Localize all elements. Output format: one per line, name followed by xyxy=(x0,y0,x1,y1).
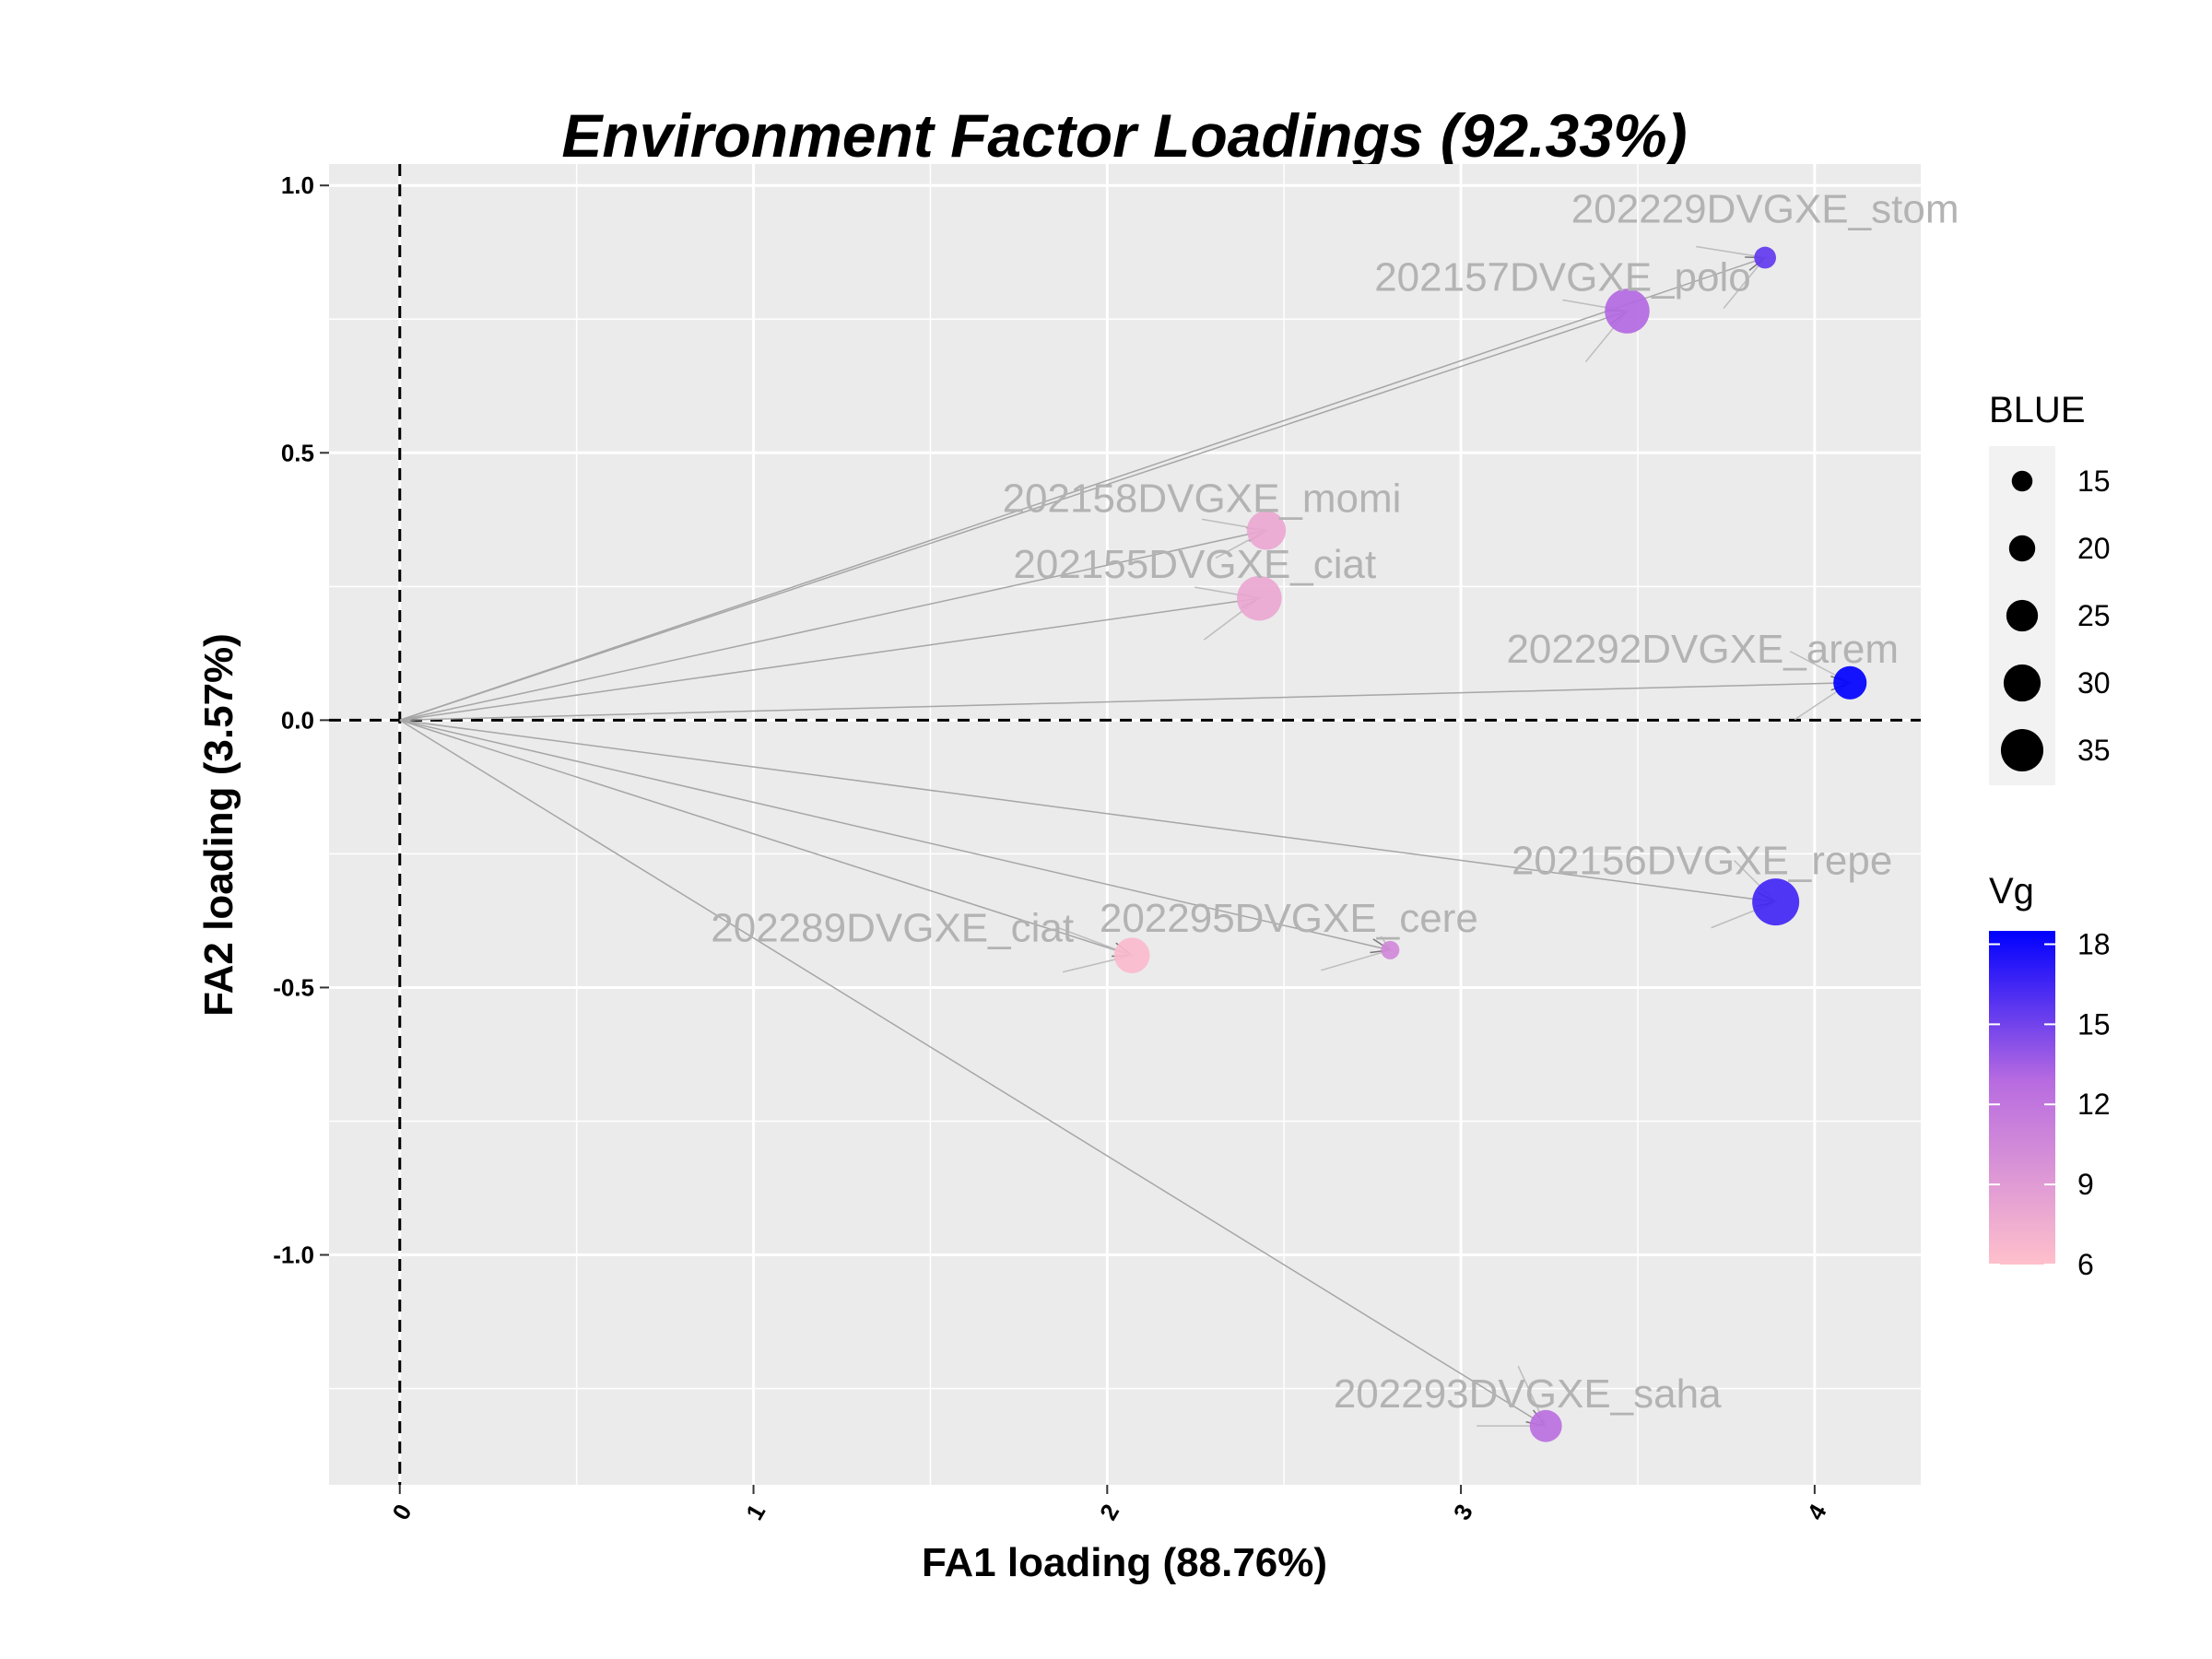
x-tick-label: 2 xyxy=(1094,1500,1124,1525)
loading-points xyxy=(1113,246,1867,1442)
x-axis-ticks: 0 1 2 3 4 xyxy=(386,1485,1832,1524)
x-axis-title: FA1 loading (88.76%) xyxy=(922,1540,1327,1585)
x-tick-label: 0 xyxy=(386,1500,417,1525)
size-legend-label: 35 xyxy=(2077,734,2111,767)
loading-point xyxy=(1752,878,1800,926)
loading-arrow xyxy=(399,719,1547,1427)
size-legend-label: 20 xyxy=(2077,532,2111,565)
y-tick-label: 0.5 xyxy=(281,439,314,466)
point-label: 202158DVGXE_momi xyxy=(1003,476,1402,521)
y-tick-label: -1.0 xyxy=(273,1241,314,1269)
x-tick-label: 4 xyxy=(1801,1499,1831,1524)
loading-arrow xyxy=(399,682,1851,722)
label-leader xyxy=(1321,949,1391,971)
loading-arrow xyxy=(399,529,1267,722)
size-legend: BLUE 15 20 25 30 35 xyxy=(1989,390,2111,785)
color-legend-label: 15 xyxy=(2077,1007,2111,1041)
loading-arrow xyxy=(399,310,1628,722)
label-leader xyxy=(1696,245,1766,259)
x-tick-label: 1 xyxy=(740,1500,771,1525)
x-tick-label: 3 xyxy=(1448,1500,1478,1525)
loading-point xyxy=(1381,940,1400,959)
y-tick-label: 0.0 xyxy=(281,706,314,734)
point-label: 202292DVGXE_arem xyxy=(1506,627,1899,672)
loading-point xyxy=(1833,665,1867,700)
color-legend-label: 18 xyxy=(2077,927,2111,960)
loading-arrow xyxy=(399,719,1391,951)
loading-point xyxy=(1237,575,1282,621)
point-label: 202155DVGXE_ciat xyxy=(1013,542,1376,587)
point-label: 202156DVGXE_repe xyxy=(1512,839,1892,884)
color-legend-bar xyxy=(1989,931,2055,1265)
color-legend-title: Vg xyxy=(1989,871,2034,912)
y-axis-ticks: 1.0 0.5 0.0 -0.5 -1.0 xyxy=(273,171,329,1269)
size-legend-key xyxy=(2000,728,2044,772)
y-tick-label: 1.0 xyxy=(281,171,314,199)
color-legend-label: 12 xyxy=(2077,1088,2111,1121)
color-legend-label: 6 xyxy=(2077,1248,2094,1281)
point-label: 202229DVGXE_stom xyxy=(1571,187,1959,232)
point-label: 202295DVGXE_cere xyxy=(1100,896,1478,941)
point-labels: 202229DVGXE_stom 202157DVGXE_polo 202158DV… xyxy=(711,187,1959,1418)
size-legend-key xyxy=(2011,470,2033,492)
loading-point xyxy=(1246,511,1287,550)
point-label: 202293DVGXE_saha xyxy=(1334,1371,1722,1417)
color-legend-label: 9 xyxy=(2077,1168,2094,1201)
loading-point xyxy=(1113,937,1150,973)
point-label: 202289DVGXE_ciat xyxy=(711,906,1074,951)
loading-arrow xyxy=(399,256,1766,722)
reference-lines xyxy=(329,164,1921,1485)
y-axis-title: FA2 loading (3.57%) xyxy=(196,633,241,1017)
loading-arrow xyxy=(399,719,1133,957)
size-legend-label: 30 xyxy=(2077,666,2111,700)
chart-title: Environment Factor Loadings (92.33%) xyxy=(561,101,1687,170)
size-legend-label: 25 xyxy=(2077,599,2111,632)
loading-arrow xyxy=(399,719,1776,903)
point-label: 202157DVGXE_polo xyxy=(1374,255,1751,300)
size-legend-key xyxy=(2006,599,2039,632)
loading-point xyxy=(1529,1409,1562,1442)
size-legend-key xyxy=(2003,664,2041,702)
color-legend: Vg 18 15 12 9 6 xyxy=(1989,871,2111,1281)
size-legend-key xyxy=(2008,535,2036,562)
size-legend-title: BLUE xyxy=(1989,390,2086,430)
size-legend-label: 15 xyxy=(2077,465,2111,498)
loading-arrow xyxy=(399,597,1260,722)
loading-point xyxy=(1754,246,1776,269)
plot-panel xyxy=(329,164,1921,1485)
loading-point xyxy=(1605,288,1650,334)
y-tick-label: -0.5 xyxy=(273,973,314,1001)
